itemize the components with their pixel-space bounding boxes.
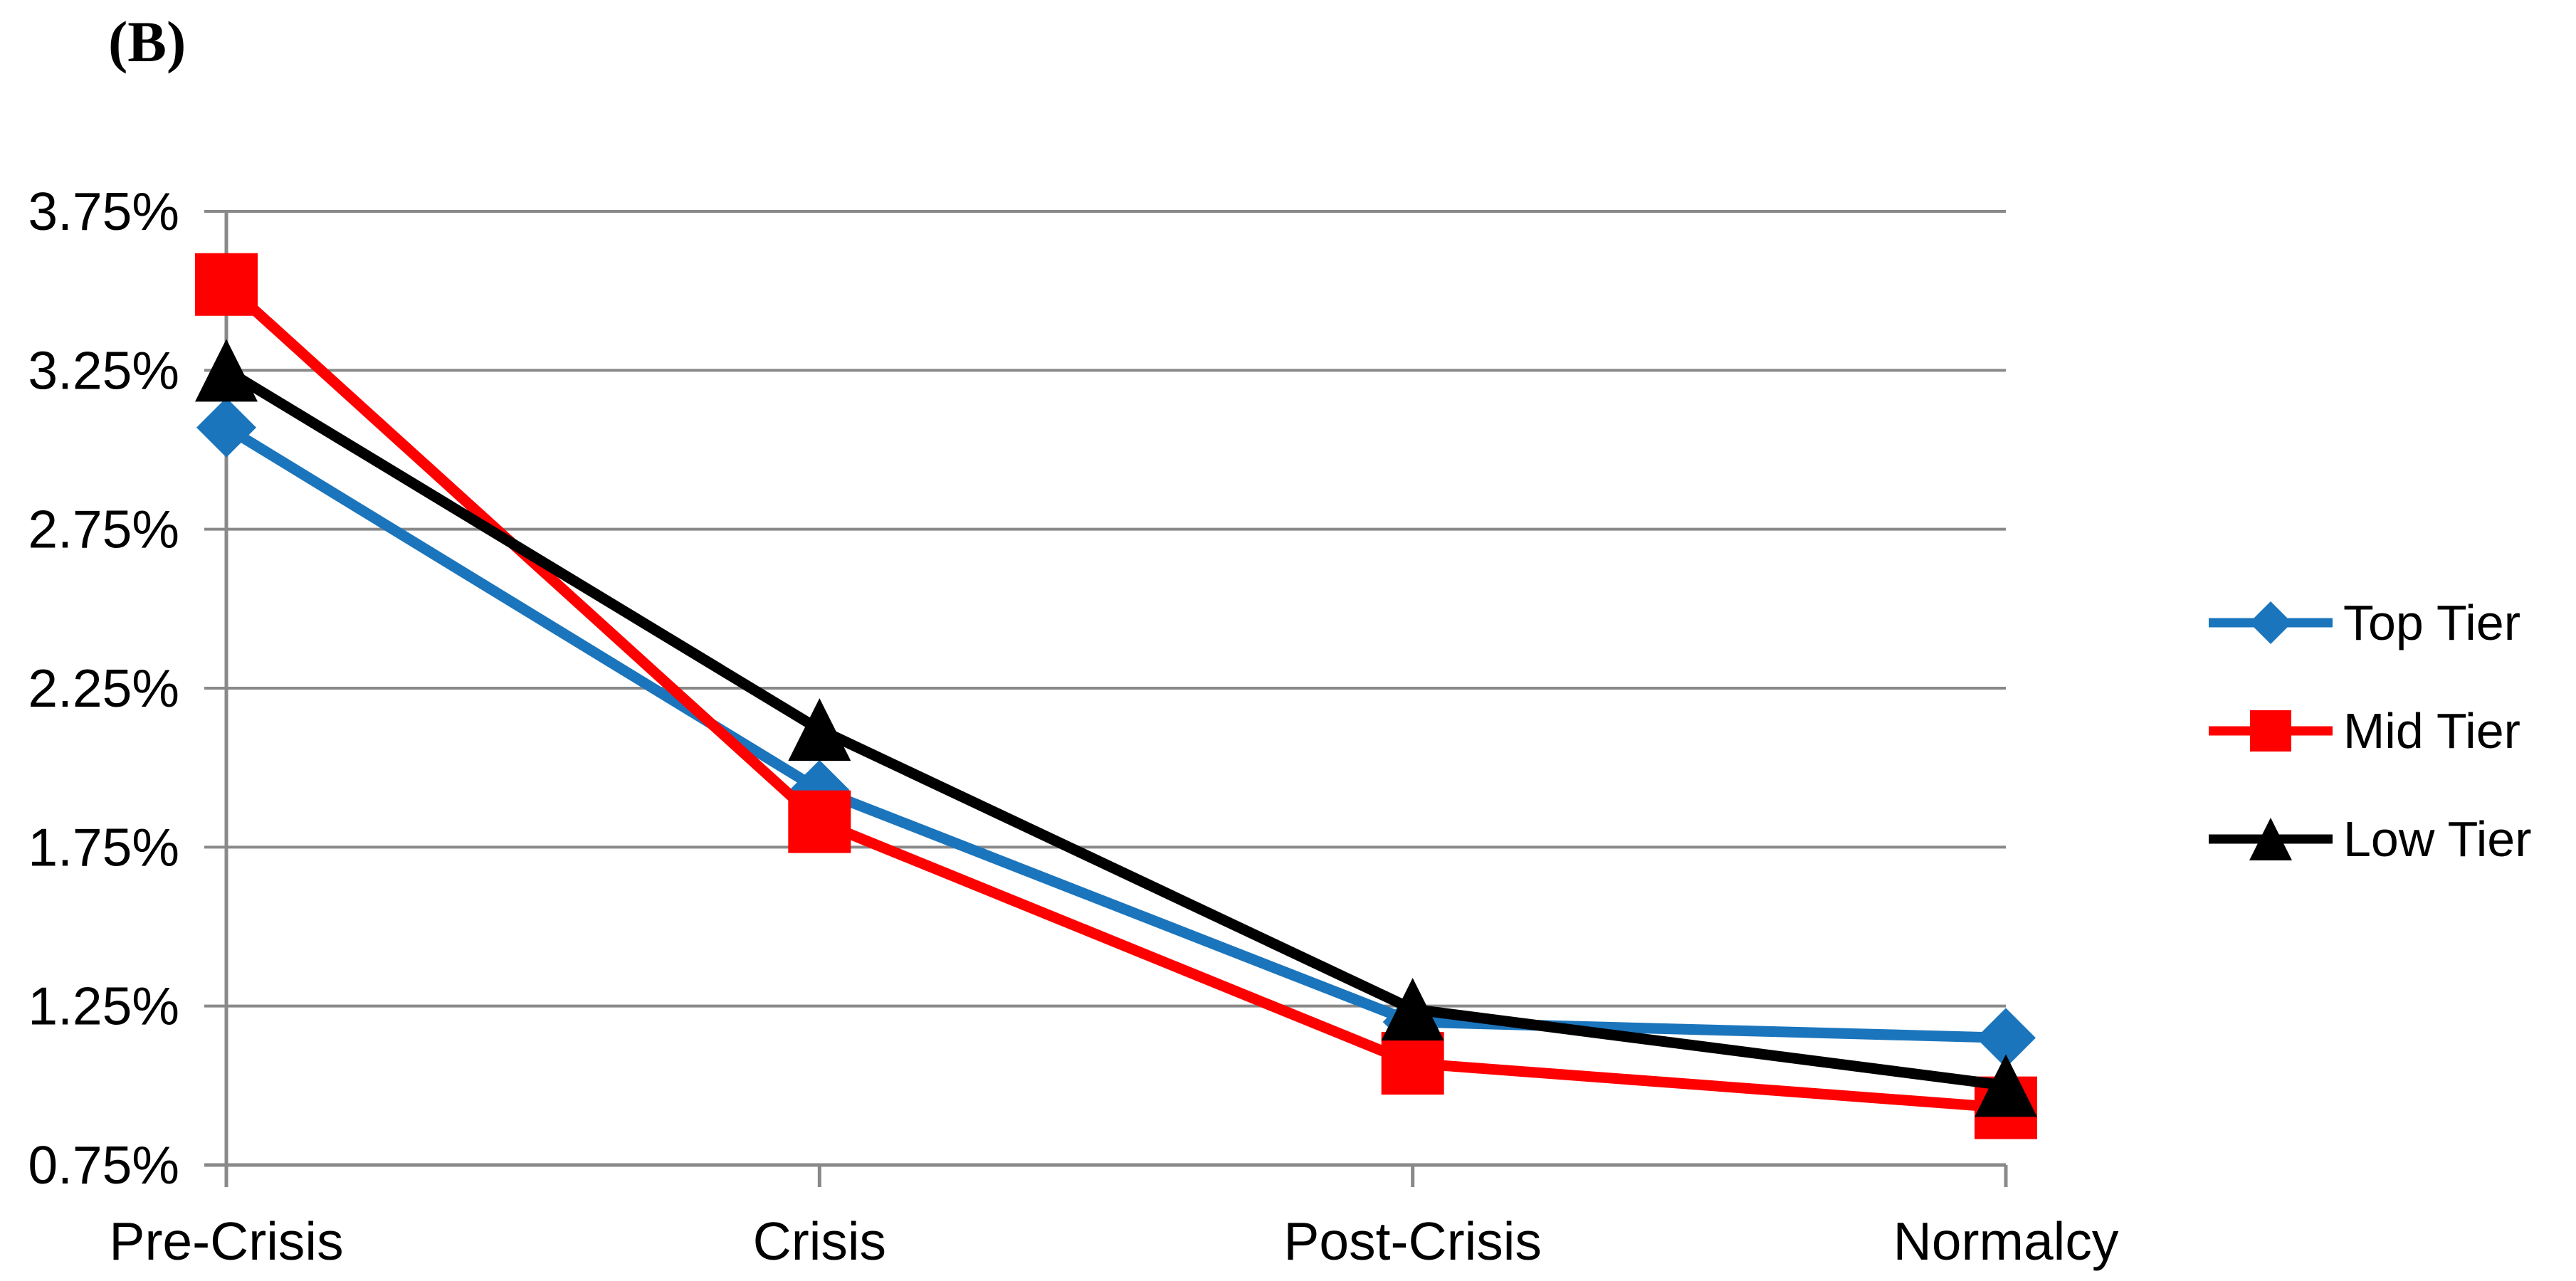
series-line-mid-tier xyxy=(222,280,2007,1114)
panel-label: (B) xyxy=(108,9,186,74)
legend-square-icon xyxy=(2250,710,2291,752)
marker-mid-tier-post-crisis xyxy=(1381,1032,1444,1095)
marker-low-tier-normalcy xyxy=(1975,1054,2037,1117)
legend-item-low-tier: Low Tier xyxy=(2209,811,2532,867)
marker-top-tier-pre-crisis xyxy=(196,397,256,458)
y-axis-tick-label: 1.75% xyxy=(28,817,179,877)
marker-low-tier-post-crisis xyxy=(1381,978,1444,1041)
marker-low-tier-crisis xyxy=(788,698,851,761)
y-axis-tick-label: 0.75% xyxy=(28,1135,179,1195)
legend-label: Low Tier xyxy=(2343,811,2532,867)
legend-label: Top Tier xyxy=(2343,595,2520,650)
y-axis-labels: 3.75% 3.25% 2.75% 2.25% 1.75% 1.25% 0.75% xyxy=(28,181,179,1195)
series-line-top-tier xyxy=(224,423,2007,1043)
marker-mid-tier-pre-crisis xyxy=(195,253,258,316)
marker-top-tier-normalcy xyxy=(1976,1008,2036,1068)
legend-triangle-icon xyxy=(2249,818,2292,860)
legend: Top Tier Mid Tier Low Tier xyxy=(2209,595,2532,867)
gridlines xyxy=(204,210,2006,1167)
x-axis-category-label: Pre-Crisis xyxy=(109,1211,343,1271)
x-axis-category-label: Post-Crisis xyxy=(1283,1211,1542,1271)
axes xyxy=(224,211,2008,1187)
legend-label: Mid Tier xyxy=(2343,703,2520,759)
x-axis-category-label: Normalcy xyxy=(1893,1211,2119,1271)
y-axis-tick-label: 1.25% xyxy=(28,976,179,1036)
marker-mid-tier-crisis xyxy=(788,790,851,853)
y-axis-tick-label: 2.75% xyxy=(28,500,179,559)
legend-diamond-icon xyxy=(2249,601,2292,644)
series-line-low-tier xyxy=(224,365,2007,1091)
legend-item-top-tier: Top Tier xyxy=(2209,595,2520,650)
y-axis-tick-label: 3.25% xyxy=(28,340,179,400)
x-axis-labels: Pre-Crisis Crisis Post-Crisis Normalcy xyxy=(109,1211,2118,1271)
series-plot xyxy=(195,253,2037,1139)
x-axis-category-label: Crisis xyxy=(753,1211,886,1271)
marker-low-tier-pre-crisis xyxy=(195,339,258,402)
y-axis-tick-label: 2.25% xyxy=(28,658,179,718)
y-axis-tick-label: 3.75% xyxy=(28,181,179,241)
legend-item-mid-tier: Mid Tier xyxy=(2209,703,2520,759)
